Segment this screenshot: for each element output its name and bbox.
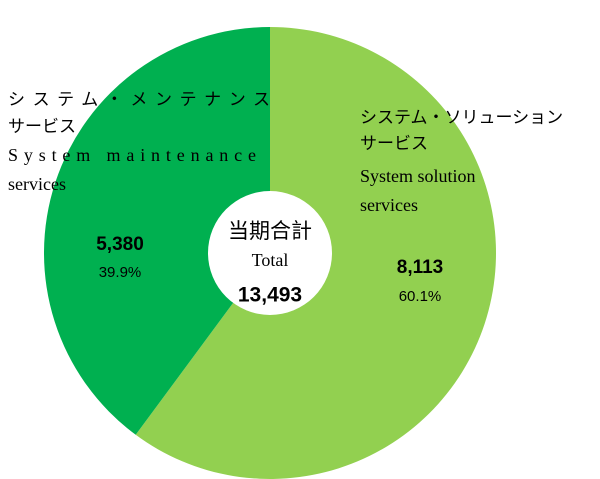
label-en: services [8,174,66,194]
center-title: 当期合計 [228,219,312,243]
percent-label: 60.1% [399,288,442,305]
label-en: services [360,195,418,215]
value-label: 8,113 [397,257,444,278]
center-subtitle: Total [252,250,289,270]
label-ja: サービス [360,134,428,154]
label-ja: システム・ソリューション [360,108,563,128]
total: 13,493 [238,284,302,307]
label-ja: サービス [8,117,76,137]
label-en: System maintenance [8,145,256,165]
label-ja: システム・メンテナンス [8,90,270,110]
label-en: System solution [360,166,476,186]
value-label: 5,380 [96,234,144,255]
donut-hole [208,191,332,315]
percent-label: 39.9% [99,264,142,281]
wedge [43,26,270,435]
